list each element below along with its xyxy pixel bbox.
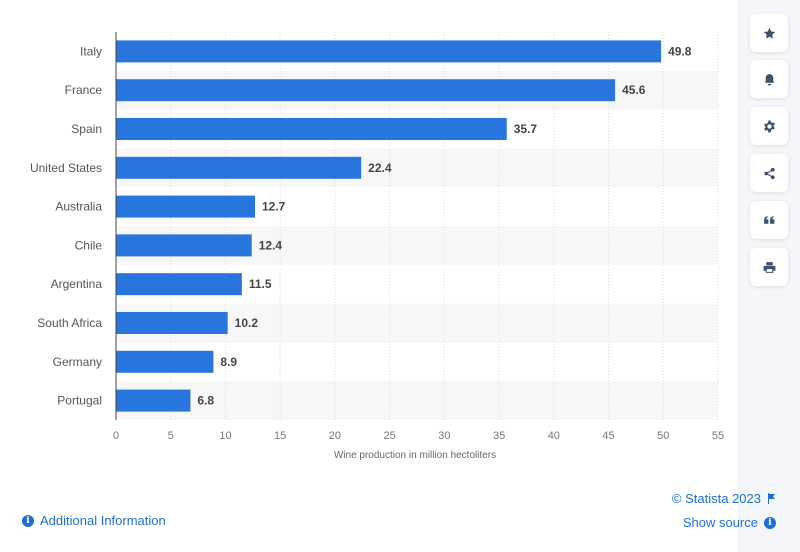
cite-button[interactable] bbox=[750, 201, 788, 239]
value-label: 6.8 bbox=[197, 394, 214, 408]
info-icon: i bbox=[764, 516, 776, 529]
value-label: 35.7 bbox=[514, 122, 538, 136]
bar[interactable] bbox=[116, 40, 662, 63]
x-axis-title: Wine production in million hectoliters bbox=[334, 450, 496, 461]
bar[interactable] bbox=[116, 156, 362, 179]
value-label: 49.8 bbox=[668, 44, 692, 58]
bar[interactable] bbox=[116, 195, 256, 218]
share-button[interactable] bbox=[750, 154, 788, 192]
print-button[interactable] bbox=[750, 248, 788, 286]
additional-information-label: Additional Information bbox=[40, 513, 166, 528]
value-label: 10.2 bbox=[235, 316, 259, 330]
favorite-button[interactable] bbox=[750, 14, 788, 52]
category-label: France bbox=[65, 83, 103, 97]
value-label: 11.5 bbox=[249, 277, 272, 291]
quote-icon bbox=[763, 215, 774, 224]
x-tick-label: 35 bbox=[493, 430, 505, 442]
category-label: South Africa bbox=[37, 316, 102, 330]
bar[interactable] bbox=[116, 234, 252, 257]
x-tick-label: 10 bbox=[219, 430, 231, 442]
gear-icon bbox=[763, 120, 775, 132]
bar[interactable] bbox=[116, 389, 191, 412]
category-label: Italy bbox=[80, 44, 102, 58]
star-icon bbox=[763, 27, 775, 39]
settings-button[interactable] bbox=[750, 107, 788, 145]
x-tick-label: 55 bbox=[712, 430, 724, 442]
value-label: 12.7 bbox=[262, 200, 286, 214]
bar[interactable] bbox=[116, 350, 214, 373]
x-tick-label: 5 bbox=[168, 430, 174, 442]
bar[interactable] bbox=[116, 273, 242, 296]
x-tick-label: 25 bbox=[384, 430, 396, 442]
chart-card: Italy France Spain United States Australia Ch… bbox=[0, 0, 738, 552]
category-label: Germany bbox=[53, 355, 102, 369]
flag-icon bbox=[768, 493, 775, 504]
category-label: Argentina bbox=[51, 277, 103, 291]
x-tick-label: 20 bbox=[329, 430, 341, 442]
category-label: Chile bbox=[75, 238, 103, 252]
share-icon bbox=[763, 167, 775, 179]
value-label: 8.9 bbox=[220, 355, 237, 369]
category-label: Australia bbox=[55, 200, 102, 214]
value-label: 45.6 bbox=[622, 83, 646, 97]
category-label: Portugal bbox=[57, 394, 102, 408]
show-source-label: Show source bbox=[682, 515, 758, 530]
info-icon: i bbox=[22, 514, 34, 527]
x-tick-label: 45 bbox=[602, 430, 614, 442]
bar[interactable] bbox=[116, 79, 616, 102]
bar[interactable] bbox=[116, 312, 228, 334]
notification-button[interactable] bbox=[750, 60, 788, 98]
value-label: 12.4 bbox=[259, 238, 283, 252]
bar[interactable] bbox=[116, 118, 507, 140]
additional-information-link[interactable]: i Additional Information bbox=[22, 513, 166, 528]
bar-chart: Italy France Spain United States Australia Ch… bbox=[30, 32, 724, 461]
category-label: Spain bbox=[71, 122, 102, 136]
category-label: United States bbox=[30, 161, 102, 175]
x-tick-label: 0 bbox=[113, 430, 119, 442]
printer-icon bbox=[763, 261, 775, 273]
bell-icon bbox=[764, 73, 774, 85]
x-tick-label: 50 bbox=[657, 430, 669, 442]
value-label: 22.4 bbox=[368, 161, 392, 175]
show-source-link[interactable]: Show source i bbox=[683, 515, 776, 530]
x-tick-label: 30 bbox=[438, 430, 450, 442]
copyright: © Statista 2023 bbox=[672, 491, 776, 506]
x-tick-label: 40 bbox=[548, 430, 560, 442]
copyright-label: © Statista 2023 bbox=[671, 491, 761, 506]
row-band bbox=[116, 381, 718, 420]
x-tick-label: 15 bbox=[274, 430, 286, 442]
